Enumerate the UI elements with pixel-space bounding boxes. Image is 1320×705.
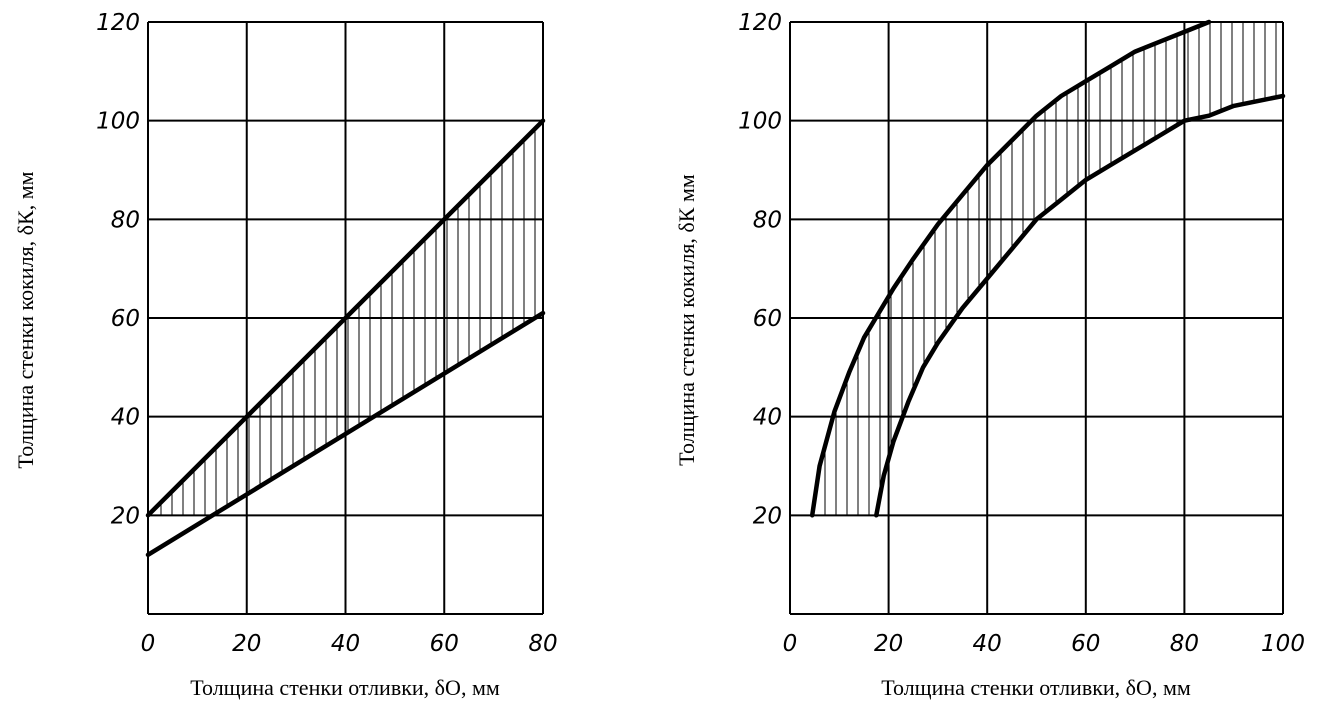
x-tick-label: 40 <box>331 631 360 657</box>
y-tick-label: 100 <box>96 109 140 135</box>
y-tick-label: 80 <box>111 207 140 233</box>
hatch-right <box>812 22 1277 516</box>
y-axis-label-right: Толщина стенки кокиля, δК мм <box>674 174 699 466</box>
y-tick-label: 120 <box>738 10 782 36</box>
chart-right: 20 40 60 80 100 120 0 20 40 60 80 100 Толщина стен… <box>674 10 1305 700</box>
chart-left: 20 40 60 80 100 120 0 20 40 60 80 Толщина стенки … <box>13 10 558 700</box>
y-tick-label: 40 <box>753 405 782 431</box>
x-tick-label: 0 <box>141 631 156 657</box>
x-axis-label-left: Толщина стенки отливки, δО, мм <box>190 675 500 700</box>
x-tick-label: 100 <box>1261 631 1305 657</box>
lower-boundary-line <box>874 93 1286 518</box>
grid-right <box>790 21 1284 614</box>
x-tick-label: 20 <box>232 631 261 657</box>
grid-left <box>148 21 544 614</box>
y-axis-label-left: Толщина стенки кокиля, δК, мм <box>13 171 38 468</box>
x-tick-label: 60 <box>1071 631 1100 657</box>
y-tick-label: 60 <box>753 306 782 332</box>
x-ticks-left: 0 20 40 60 80 <box>141 631 558 657</box>
x-ticks-right: 0 20 40 60 80 100 <box>783 631 1305 657</box>
y-tick-label: 100 <box>738 109 782 135</box>
x-tick-label: 60 <box>430 631 459 657</box>
x-tick-label: 20 <box>874 631 903 657</box>
y-tick-label: 60 <box>111 306 140 332</box>
upper-boundary-line <box>145 118 546 518</box>
hatch-left <box>160 128 536 516</box>
x-axis-label-right: Толщина стенки отливки, δО, мм <box>881 675 1191 700</box>
x-tick-label: 40 <box>973 631 1002 657</box>
y-tick-label: 80 <box>753 207 782 233</box>
lower-boundary-line <box>145 310 546 558</box>
y-tick-label: 20 <box>111 503 140 529</box>
curves-right <box>809 19 1286 518</box>
y-ticks-left: 20 40 60 80 100 120 <box>96 10 140 529</box>
x-tick-label: 0 <box>783 631 798 657</box>
y-ticks-right: 20 40 60 80 100 120 <box>738 10 782 529</box>
y-tick-label: 120 <box>96 10 140 36</box>
y-tick-label: 20 <box>753 503 782 529</box>
frame-left <box>147 22 543 615</box>
x-tick-label: 80 <box>1170 631 1199 657</box>
x-tick-label: 80 <box>528 631 557 657</box>
frame-right <box>789 22 1283 615</box>
curves-left <box>145 118 546 558</box>
y-tick-label: 40 <box>111 405 140 431</box>
upper-boundary-line <box>809 19 1212 518</box>
